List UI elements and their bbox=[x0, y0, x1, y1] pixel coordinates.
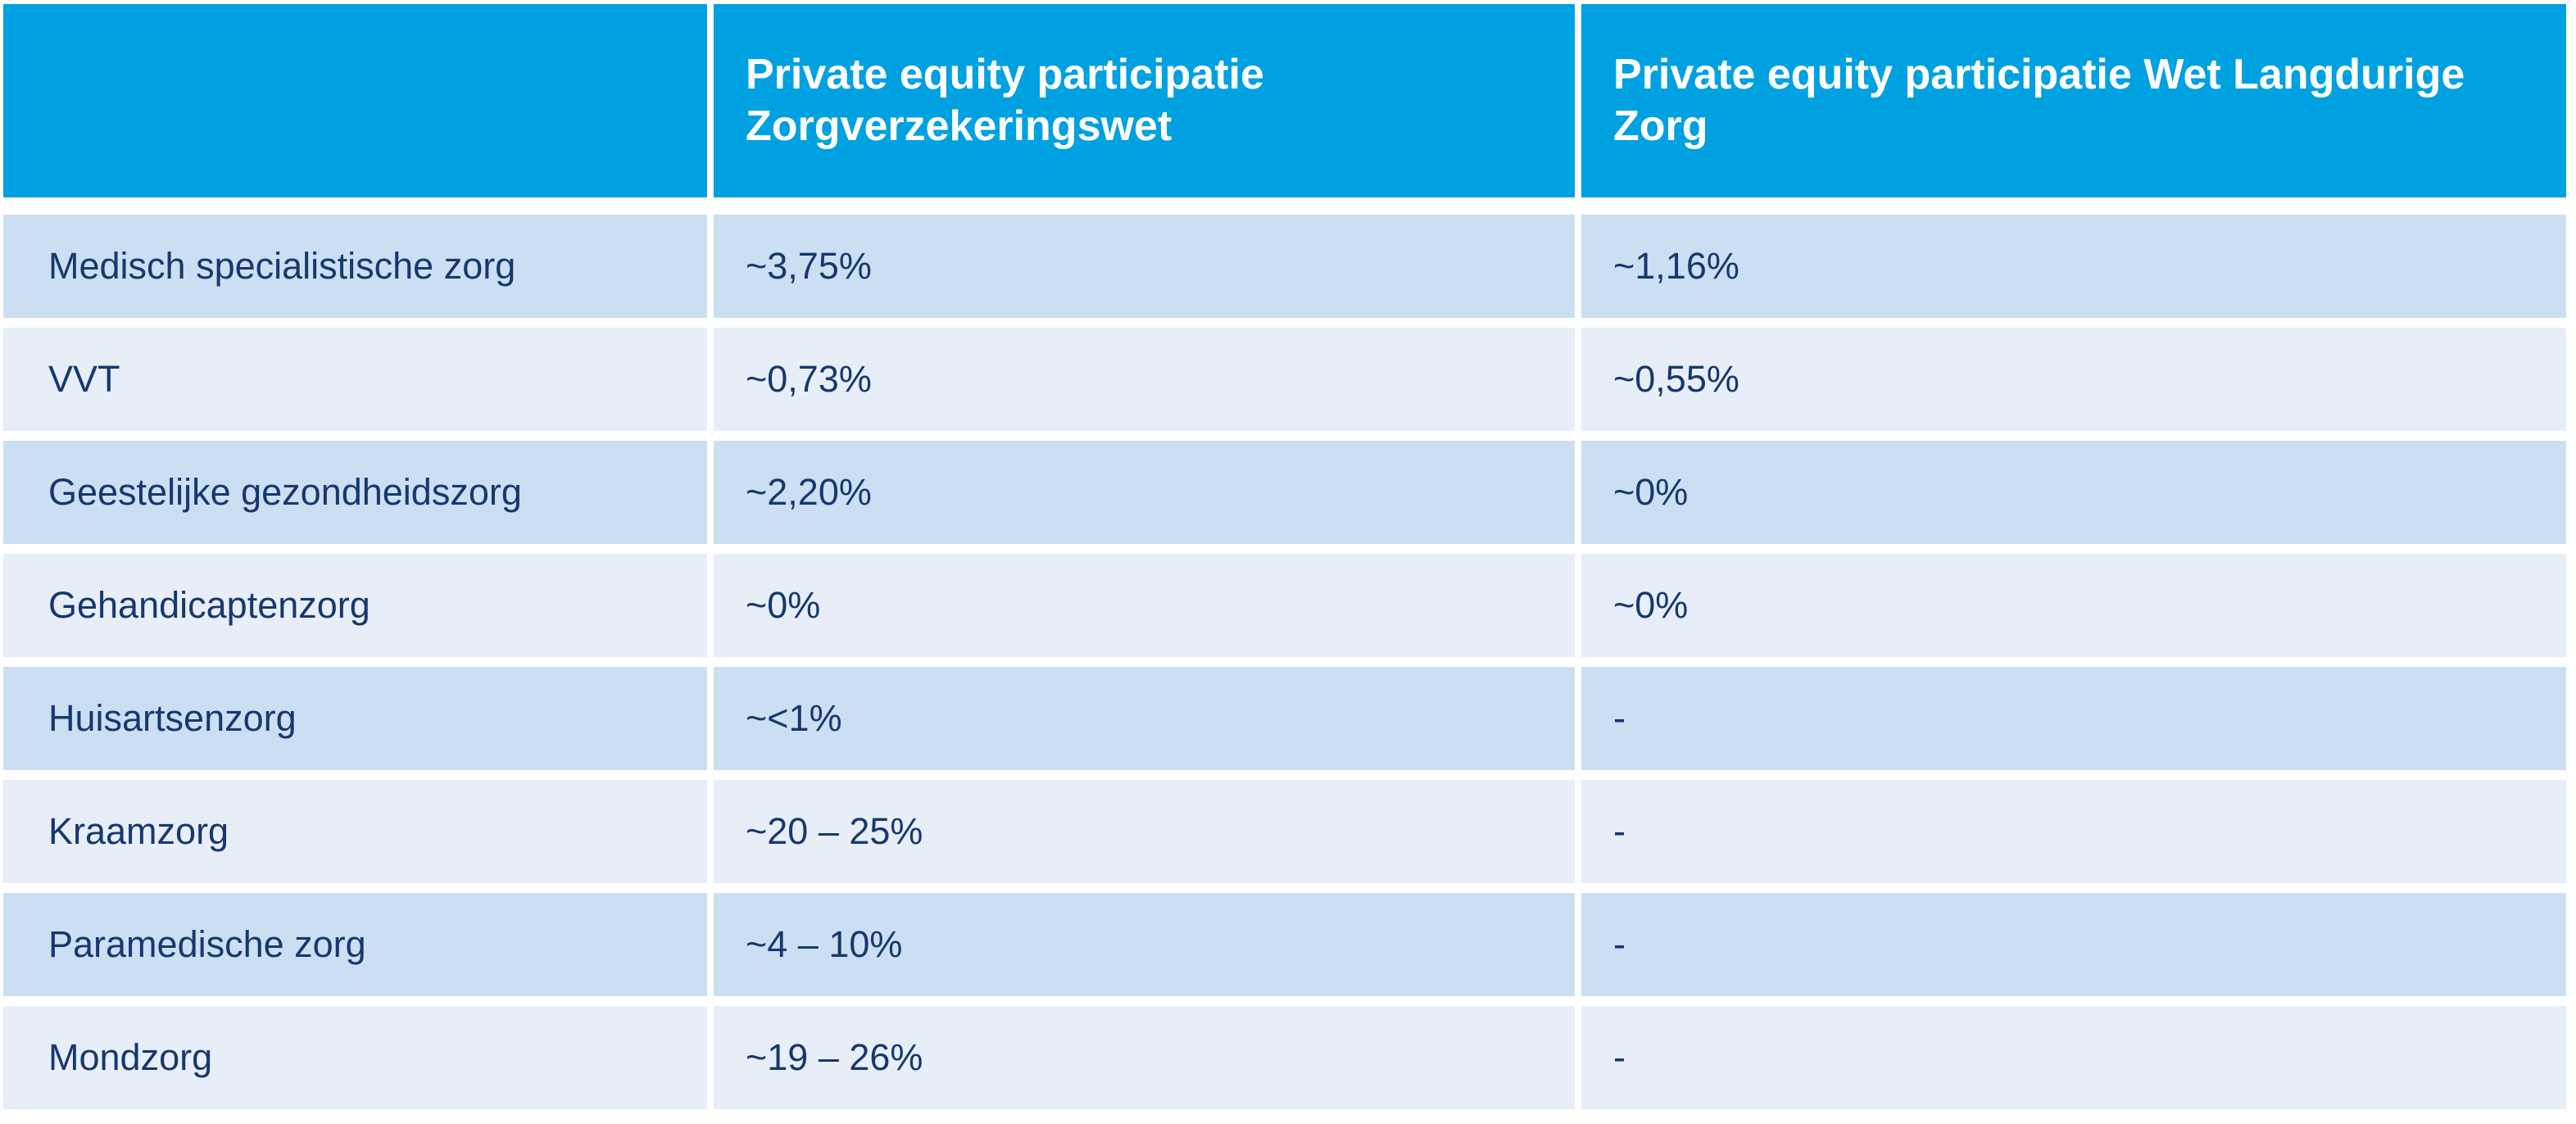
sector-cell: Huisartsenzorg bbox=[3, 667, 707, 770]
wlz-value-cell: ~0% bbox=[1581, 554, 2566, 657]
sector-cell: Kraamzorg bbox=[3, 780, 707, 883]
sector-cell: Geestelijke gezondheidszorg bbox=[3, 441, 707, 544]
table-row: Huisartsenzorg ~<1% - bbox=[3, 667, 2566, 770]
zvw-value-cell: ~3,75% bbox=[714, 215, 1575, 318]
header-cell-zorgverzekeringswet: Private equity participatie Zorgverzeker… bbox=[714, 4, 1575, 197]
sector-cell: Gehandicaptenzorg bbox=[3, 554, 707, 657]
table-row: VVT ~0,73% ~0,55% bbox=[3, 328, 2566, 431]
zvw-value-cell: ~2,20% bbox=[714, 441, 1575, 544]
wlz-value-cell: - bbox=[1581, 1006, 2566, 1109]
wlz-value-cell: - bbox=[1581, 667, 2566, 770]
sector-cell: VVT bbox=[3, 328, 707, 431]
zvw-value-cell: ~19 – 26% bbox=[714, 1006, 1575, 1109]
table-row: Kraamzorg ~20 – 25% - bbox=[3, 780, 2566, 883]
zvw-value-cell: ~4 – 10% bbox=[714, 893, 1575, 996]
sector-cell: Mondzorg bbox=[3, 1006, 707, 1109]
wlz-value-cell: - bbox=[1581, 780, 2566, 883]
table-row: Paramedische zorg ~4 – 10% - bbox=[3, 893, 2566, 996]
wlz-value-cell: ~0% bbox=[1581, 441, 2566, 544]
table-row: Geestelijke gezondheidszorg ~2,20% ~0% bbox=[3, 441, 2566, 544]
wlz-value-cell: ~1,16% bbox=[1581, 215, 2566, 318]
zvw-value-cell: ~20 – 25% bbox=[714, 780, 1575, 883]
sector-cell: Paramedische zorg bbox=[3, 893, 707, 996]
table-row: Gehandicaptenzorg ~0% ~0% bbox=[3, 554, 2566, 657]
zvw-value-cell: ~0% bbox=[714, 554, 1575, 657]
table-row: Medisch specialistische zorg ~3,75% ~1,1… bbox=[3, 215, 2566, 318]
header-cell-empty bbox=[3, 4, 707, 197]
table-header-row: Private equity participatie Zorgverzeker… bbox=[3, 4, 2566, 197]
pe-participation-table: Private equity participatie Zorgverzeker… bbox=[3, 4, 2566, 1119]
table-row: Mondzorg ~19 – 26% - bbox=[3, 1006, 2566, 1109]
sector-cell: Medisch specialistische zorg bbox=[3, 215, 707, 318]
wlz-value-cell: ~0,55% bbox=[1581, 328, 2566, 431]
wlz-value-cell: - bbox=[1581, 893, 2566, 996]
header-cell-wet-langdurige-zorg: Private equity participatie Wet Langduri… bbox=[1581, 4, 2566, 197]
zvw-value-cell: ~<1% bbox=[714, 667, 1575, 770]
zvw-value-cell: ~0,73% bbox=[714, 328, 1575, 431]
